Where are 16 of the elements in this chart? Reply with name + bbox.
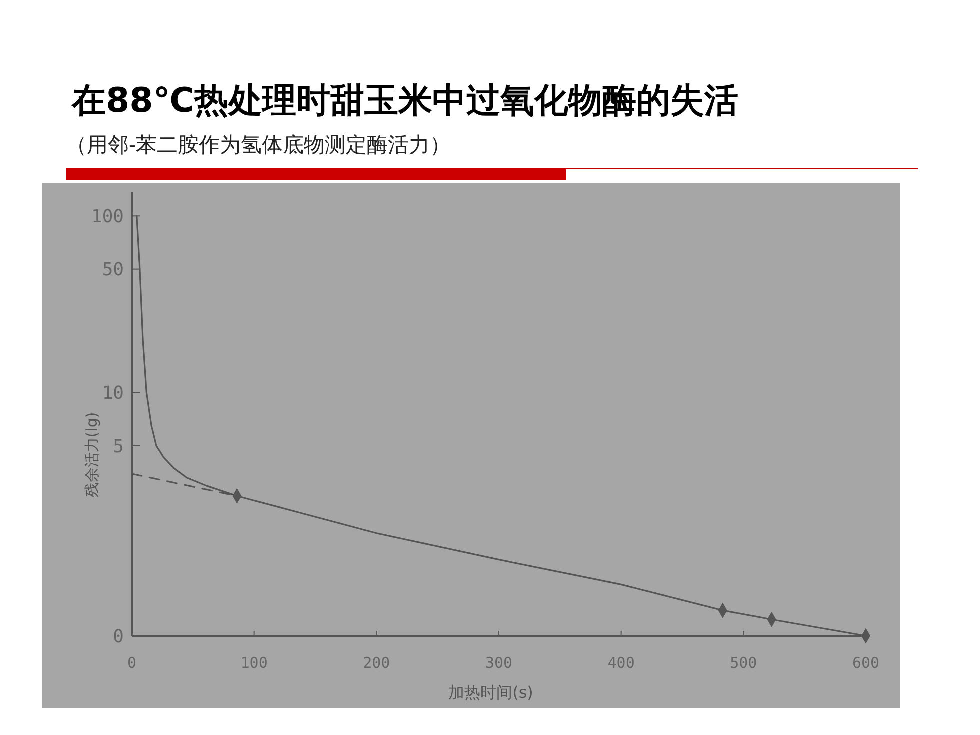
y-axis-title: 残余活力(lg) <box>83 412 101 498</box>
y-tick-label: 100 <box>91 206 124 228</box>
x-tick-label: 600 <box>852 654 880 672</box>
x-tick-label: 400 <box>608 654 635 672</box>
x-tick-label: 100 <box>240 654 268 672</box>
x-tick-label: 500 <box>730 654 758 672</box>
chart-subtitle: （用邻-苯二胺作为氢体底物测定酶活力） <box>66 133 452 157</box>
chart-title: 在88℃热处理时甜玉米中过氧化物酶的失活 <box>71 81 738 121</box>
y-tick-label: 0 <box>113 626 124 648</box>
x-axis-title: 加热时间(s) <box>448 683 534 702</box>
x-tick-label: 0 <box>127 654 137 672</box>
x-tick-label: 200 <box>363 654 390 672</box>
y-tick-label: 5 <box>113 436 124 458</box>
y-tick-label: 50 <box>102 260 124 281</box>
y-tick-label: 10 <box>102 383 124 404</box>
x-tick-label: 300 <box>485 654 513 672</box>
